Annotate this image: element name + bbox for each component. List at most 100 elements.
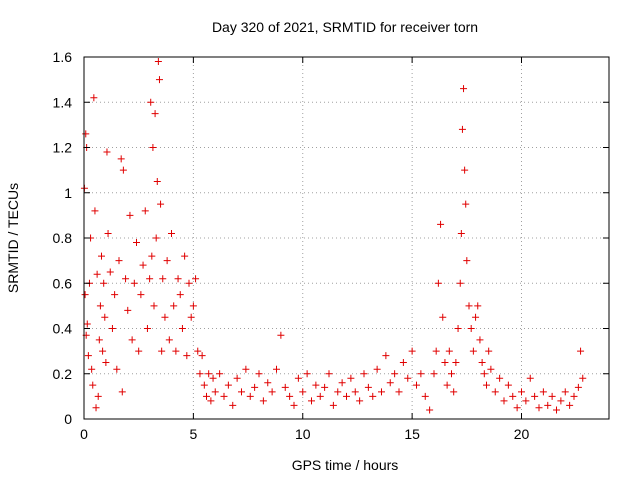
data-point — [474, 302, 482, 310]
data-point — [246, 392, 254, 400]
data-point — [553, 406, 560, 414]
data-point — [570, 392, 578, 400]
data-point — [104, 229, 112, 237]
data-point — [557, 397, 565, 405]
data-point — [165, 336, 173, 344]
data-point — [448, 370, 455, 378]
data-point — [472, 313, 480, 321]
data-point — [130, 279, 138, 287]
data-point — [92, 404, 100, 412]
data-point — [467, 325, 475, 332]
data-point — [286, 392, 294, 400]
x-tick-label: 10 — [295, 426, 311, 442]
data-point — [432, 347, 440, 355]
data-point — [544, 401, 552, 409]
data-point — [143, 325, 151, 332]
x-tick-label: 0 — [80, 426, 88, 442]
data-point — [500, 397, 508, 405]
y-axis-label: SRMTID / TECUs — [5, 183, 21, 293]
data-point — [386, 379, 394, 387]
data-point — [518, 388, 525, 396]
data-point — [382, 352, 390, 360]
data-point — [452, 358, 460, 366]
data-point — [454, 325, 462, 332]
data-point — [445, 347, 453, 355]
data-point — [242, 365, 250, 373]
axis-ticks — [83, 56, 609, 420]
data-point — [151, 110, 159, 118]
data-point — [137, 291, 145, 299]
data-point — [443, 381, 451, 389]
data-point — [126, 211, 134, 219]
data-point — [209, 374, 217, 382]
data-point — [526, 374, 534, 382]
data-point — [294, 374, 302, 382]
data-point — [338, 379, 346, 387]
y-tick-label: 0.6 — [53, 275, 73, 291]
x-tick-labels: 0 5 10 15 20 — [80, 426, 529, 442]
x-axis-label: GPS time / hours — [292, 457, 399, 473]
data-point — [224, 381, 232, 389]
data-point — [478, 358, 486, 366]
data-point — [200, 381, 208, 389]
data-point — [441, 358, 449, 366]
data-point — [115, 257, 123, 265]
data-point — [421, 392, 429, 400]
data-point — [229, 401, 237, 409]
data-point — [159, 275, 167, 283]
data-point — [152, 234, 160, 242]
data-point — [465, 302, 473, 310]
data-point — [462, 200, 470, 208]
data-point — [491, 388, 499, 396]
data-point — [351, 388, 359, 396]
y-tick-label: 1 — [64, 185, 72, 201]
data-point — [178, 325, 186, 332]
data-point — [277, 331, 285, 339]
data-point — [176, 291, 184, 299]
data-point — [535, 404, 543, 412]
data-point — [113, 365, 121, 373]
data-point — [404, 374, 412, 382]
data-point — [457, 229, 465, 237]
data-point — [211, 388, 219, 396]
data-point — [170, 302, 178, 310]
data-point — [198, 352, 206, 360]
data-point — [194, 347, 202, 355]
data-point — [539, 388, 547, 396]
data-point — [548, 392, 556, 400]
y-tick-label: 1.2 — [53, 140, 73, 156]
y-tick-label: 1.4 — [53, 94, 73, 110]
data-point — [399, 358, 407, 366]
data-point — [82, 130, 90, 138]
data-point — [96, 302, 104, 310]
data-point — [106, 268, 114, 276]
data-point — [325, 370, 333, 378]
data-point — [290, 401, 298, 409]
data-point — [119, 166, 127, 174]
data-point — [103, 148, 111, 156]
data-point — [108, 325, 116, 332]
data-point — [504, 381, 512, 389]
y-tick-label: 0 — [64, 411, 72, 427]
data-point — [172, 347, 180, 355]
data-point — [485, 347, 493, 355]
data-point — [360, 370, 368, 378]
data-point — [192, 275, 200, 283]
data-point — [356, 397, 364, 405]
data-point — [437, 220, 445, 228]
data-point — [181, 252, 189, 260]
data-point — [343, 392, 350, 400]
data-point — [83, 320, 91, 328]
y-tick-label: 0.2 — [53, 366, 73, 382]
data-point — [141, 207, 149, 215]
data-point — [268, 388, 276, 396]
data-point — [93, 270, 101, 278]
data-point — [531, 392, 539, 400]
data-point — [395, 388, 403, 396]
data-point — [183, 352, 191, 360]
data-point — [458, 125, 466, 133]
data-point — [133, 239, 140, 247]
y-tick-label: 0.4 — [53, 321, 73, 337]
data-point — [90, 94, 98, 102]
